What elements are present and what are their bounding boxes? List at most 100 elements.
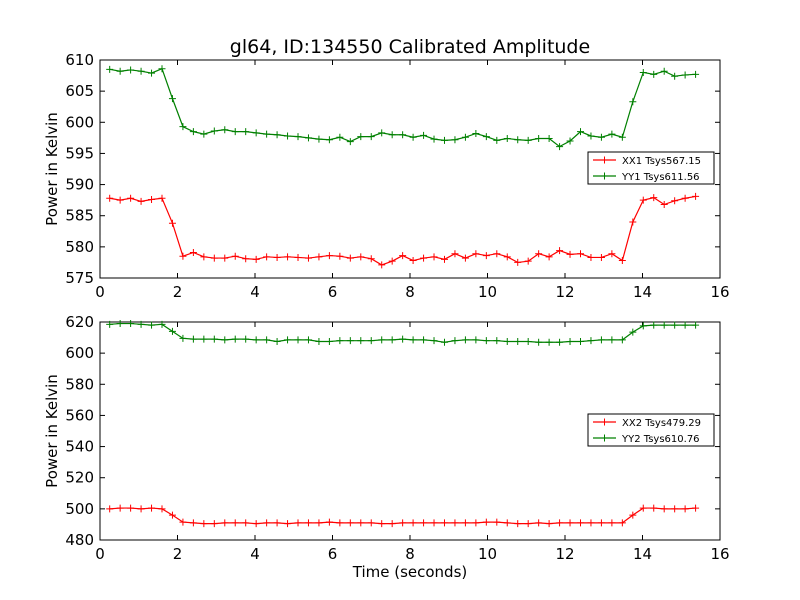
data-point	[294, 133, 302, 141]
data-point	[158, 65, 166, 73]
data-point	[493, 337, 501, 345]
data-point	[168, 511, 176, 519]
data-point	[639, 196, 647, 204]
data-point	[221, 126, 229, 134]
data-point	[566, 250, 574, 258]
data-point	[629, 511, 637, 519]
data-point	[263, 130, 271, 138]
x-tick-label: 10	[478, 283, 497, 301]
data-point	[357, 253, 365, 261]
data-point	[577, 519, 584, 527]
data-point	[242, 335, 250, 343]
chart-title: gl64, ID:134550 Calibrated Amplitude	[230, 36, 590, 58]
data-point	[189, 335, 197, 343]
data-point	[200, 335, 208, 343]
y-tick-label: 500	[65, 500, 94, 518]
subplot-2: 0 2 4 6 8 10 12 14 16 480 500 520 540 560 580 600 620 Pow…	[43, 313, 730, 563]
data-point	[629, 218, 637, 226]
data-point	[608, 336, 616, 344]
data-point	[545, 520, 553, 528]
x-tick-label: 12	[555, 283, 574, 301]
data-point	[440, 338, 448, 346]
data-point	[221, 519, 229, 527]
data-point	[158, 505, 166, 513]
data-point	[284, 336, 292, 344]
data-point	[399, 131, 407, 139]
data-point	[420, 519, 428, 527]
data-point	[116, 504, 124, 512]
data-point	[451, 337, 459, 345]
data-point	[514, 520, 522, 528]
data-point	[388, 336, 396, 344]
data-point	[106, 320, 114, 328]
y-axis-label: Power in Kelvin	[43, 112, 61, 226]
x-tick-label: 14	[633, 283, 652, 301]
data-point	[608, 250, 616, 258]
data-point	[221, 336, 229, 344]
data-point	[461, 519, 469, 527]
data-point	[514, 258, 522, 266]
data-point	[210, 335, 218, 343]
data-point	[158, 194, 166, 202]
data-point	[524, 337, 532, 345]
data-point	[482, 133, 490, 141]
data-point	[451, 519, 459, 527]
y-axis-label: Power in Kelvin	[43, 374, 61, 488]
data-point	[357, 337, 365, 345]
y-tick-label: 600	[65, 113, 94, 131]
data-point	[399, 335, 407, 343]
data-point	[503, 253, 511, 261]
data-point	[388, 131, 396, 139]
data-point	[231, 335, 239, 343]
data-point	[597, 253, 605, 261]
data-point	[168, 95, 176, 103]
data-point	[409, 133, 417, 141]
data-point	[137, 505, 145, 513]
data-point	[618, 336, 626, 344]
data-point	[179, 334, 187, 342]
data-point	[200, 520, 208, 528]
y-tick-label: 600	[65, 344, 94, 362]
data-point	[440, 255, 448, 263]
data-point	[650, 504, 658, 512]
data-point	[179, 252, 187, 260]
data-point	[566, 337, 574, 345]
data-point	[524, 520, 532, 528]
data-point	[671, 72, 679, 80]
data-point	[545, 253, 553, 261]
data-point	[284, 132, 292, 140]
data-point	[273, 253, 281, 261]
data-point	[336, 337, 344, 345]
data-point	[315, 337, 323, 345]
data-point	[597, 133, 605, 141]
data-point	[451, 250, 459, 258]
x-tick-label: 16	[710, 283, 729, 301]
data-point	[315, 135, 323, 143]
data-point	[336, 252, 344, 260]
data-point	[472, 519, 480, 527]
data-point	[252, 336, 260, 344]
data-point	[388, 257, 396, 265]
data-point	[273, 131, 281, 139]
data-point	[608, 519, 616, 527]
data-point	[189, 248, 197, 256]
data-point	[367, 337, 375, 345]
data-point	[168, 219, 176, 227]
data-point	[273, 337, 281, 345]
data-point	[440, 519, 448, 527]
x-tick-label: 12	[555, 545, 574, 563]
y-tick-label: 580	[65, 238, 94, 256]
data-point	[367, 133, 375, 141]
data-point	[367, 519, 375, 527]
data-point	[577, 250, 584, 258]
data-point	[650, 321, 658, 329]
data-point	[681, 505, 689, 513]
data-point	[545, 338, 553, 346]
data-point	[650, 70, 658, 78]
data-point	[106, 505, 114, 513]
y-tick-label: 620	[65, 313, 94, 331]
data-point	[629, 98, 637, 106]
x-tick-label: 0	[95, 283, 105, 301]
data-point	[378, 336, 386, 344]
data-point	[556, 338, 564, 346]
